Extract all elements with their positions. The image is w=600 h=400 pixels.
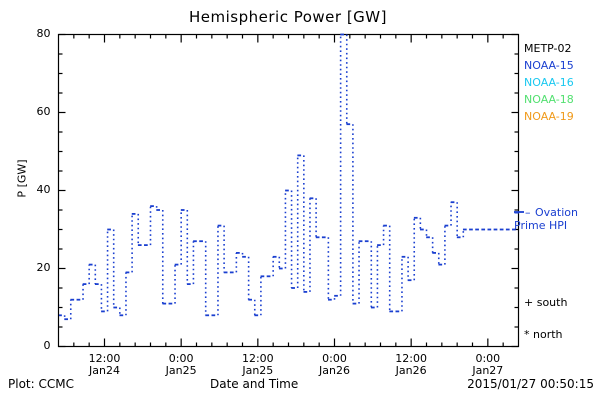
legend-marker-south: + south	[524, 296, 567, 309]
legend-item-noaa-19[interactable]: NOAA-19	[524, 110, 574, 123]
x-tick-label: 12:00 Jan24	[88, 351, 121, 377]
y-tick-label: 0	[43, 338, 51, 352]
legend-item-metp-02[interactable]: METP-02	[524, 42, 572, 55]
legend-marker-north: * north	[524, 328, 563, 341]
legend-ovation-line1: Ovation	[535, 206, 578, 219]
legend-marker-south-label: south	[536, 296, 568, 309]
x-tick-label: 12:00 Jan26	[395, 351, 427, 377]
legend-item-noaa-16[interactable]: NOAA-16	[524, 76, 574, 89]
x-tick-label: 0:00 Jan27	[472, 351, 504, 377]
x-tick-label: 0:00 Jan25	[165, 351, 197, 377]
legend-ovation-dash: – –	[514, 206, 532, 219]
y-axis-ticks	[58, 33, 519, 348]
legend-ovation-prime-hpi: – – Ovation Prime HPI	[514, 206, 600, 232]
x-axis-ticks	[73, 34, 504, 347]
chart-title: Hemispheric Power [GW]	[189, 8, 387, 26]
plot-credit: Plot: CCMC	[8, 377, 74, 391]
data-series-ovation-prime-hpi	[59, 33, 516, 321]
y-tick-label: 80	[36, 26, 51, 40]
legend-ovation-line2: Prime HPI	[514, 219, 568, 232]
x-tick-label: 0:00 Jan26	[319, 351, 350, 377]
y-axis-label: P [GW]	[15, 159, 29, 198]
y-tick-label: 20	[36, 260, 51, 274]
legend-satellites: METP-02 NOAA-15 NOAA-16 NOAA-18 NOAA-19	[524, 40, 600, 125]
y-tick-label: 60	[36, 104, 51, 118]
legend-marker-north-label: north	[533, 328, 563, 341]
asterisk-icon: *	[524, 328, 530, 341]
legend-item-noaa-18[interactable]: NOAA-18	[524, 93, 574, 106]
y-tick-label: 40	[36, 182, 51, 196]
legend-item-noaa-15[interactable]: NOAA-15	[524, 59, 574, 72]
x-tick-label: 12:00 Jan25	[241, 351, 274, 377]
x-axis-label: Date and Time	[210, 377, 299, 391]
plot-timestamp: 2015/01/27 00:50:15	[467, 377, 594, 391]
plus-icon: +	[524, 296, 534, 309]
